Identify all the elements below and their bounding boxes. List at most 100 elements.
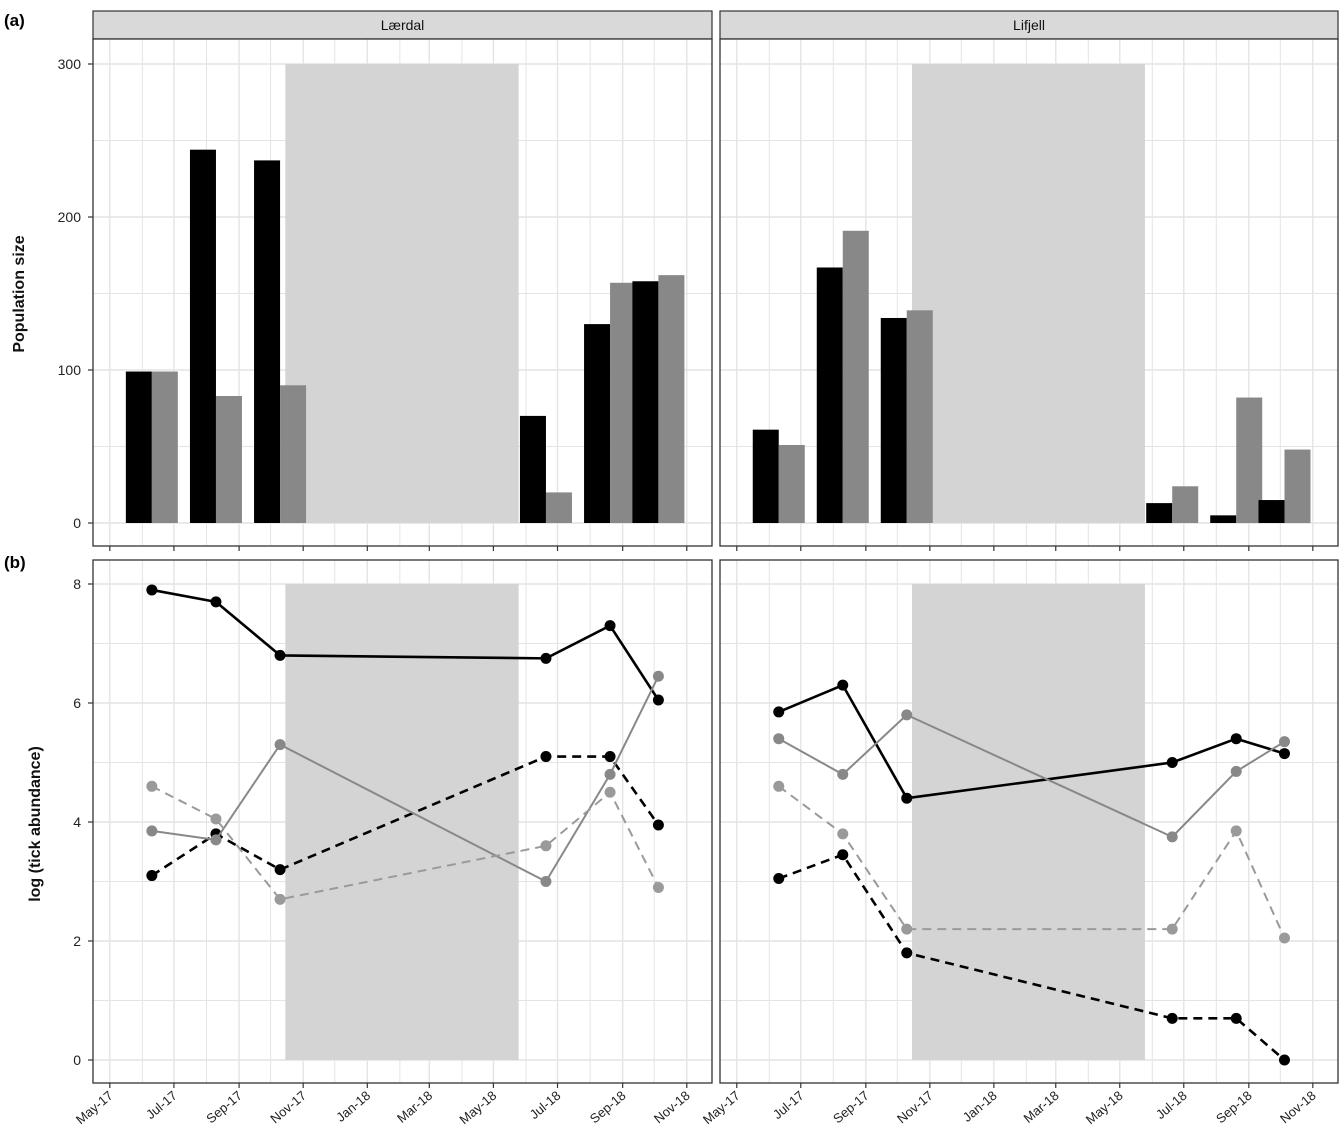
bar-1-3 [545, 492, 572, 523]
series-point-0-0 [773, 706, 785, 718]
x-tick-label: Nov-17 [894, 1088, 936, 1126]
shaded-period [912, 584, 1145, 1060]
y-axis-title-b: log (tick abundance) [27, 746, 44, 902]
series-point-0-4 [1230, 733, 1242, 745]
bar-0-1 [816, 267, 843, 523]
series-line-2 [151, 675, 660, 883]
series-point-1-1 [837, 849, 849, 861]
series-point-3-5 [1278, 932, 1290, 944]
bar-1-4 [1236, 397, 1263, 523]
x-tick-label: Jul-17 [770, 1088, 807, 1122]
x-tick-label: May-18 [1083, 1088, 1126, 1127]
series-line-3 [778, 785, 1286, 939]
series-point-2-3 [1166, 831, 1178, 843]
x-tick-label: Jan-18 [333, 1088, 373, 1125]
facet-title-1: Lifjell [1013, 17, 1045, 33]
series-point-1-0 [773, 873, 785, 885]
series-point-3-0 [146, 780, 158, 792]
series-line-1 [778, 853, 1286, 1061]
facet-strip-1 [719, 10, 1339, 40]
panel-1-facet-0: May-17 Jul-17 Sep-17 Nov-17 Jan-18 Mar-18 May-… [73, 559, 713, 1127]
series-point-0-0 [146, 584, 158, 596]
series-point-0-5 [1278, 748, 1290, 760]
panel-0-facet-1 [719, 38, 1339, 551]
x-tick-label: Mar-18 [1020, 1088, 1061, 1126]
series-point-3-3 [540, 840, 552, 852]
bar-0-2 [254, 160, 281, 523]
x-tick-label: Nov-18 [651, 1088, 693, 1126]
shaded-period [912, 64, 1145, 523]
x-tick-label: Jan-18 [960, 1088, 1000, 1125]
y-tick-label: 8 [73, 576, 81, 592]
plot-area: Lærdal Lifjell 0 100 200 300 May-17 Jul-17 Sep-1… [58, 10, 1339, 1127]
bar-1-0 [778, 444, 805, 523]
series-point-3-1 [837, 828, 849, 840]
x-tick-label: May-18 [456, 1088, 499, 1127]
series-line-3 [151, 785, 660, 901]
x-tick-label: Nov-17 [267, 1088, 309, 1126]
y-tick-label: 100 [58, 362, 82, 378]
series-point-3-5 [652, 881, 664, 893]
x-tick-label: Sep-18 [587, 1088, 629, 1126]
series-point-3-1 [210, 813, 222, 825]
series-point-3-0 [773, 780, 785, 792]
series-point-0-2 [901, 792, 913, 804]
panel-b-label: (b) [4, 553, 26, 572]
series-point-1-3 [540, 751, 552, 763]
series-point-1-4 [604, 751, 616, 763]
series-point-3-3 [1166, 923, 1178, 935]
x-tick-label: Sep-17 [203, 1088, 245, 1126]
bar-1-2 [280, 385, 307, 523]
series-point-1-2 [901, 947, 913, 959]
series-point-2-5 [652, 670, 664, 682]
series-point-2-1 [210, 834, 222, 846]
bar-0-5 [1258, 500, 1285, 523]
y-tick-label: 0 [73, 1052, 81, 1068]
bar-0-1 [189, 149, 216, 523]
bar-0-0 [752, 429, 779, 523]
bar-0-3 [519, 415, 546, 523]
bar-1-1 [215, 396, 242, 523]
bar-0-5 [632, 281, 659, 523]
bar-0-4 [584, 324, 611, 523]
facet-title-0: Lærdal [381, 17, 425, 33]
panel-a-label: (a) [4, 11, 25, 30]
series-line-0 [151, 588, 660, 701]
y-axis-title-a: Population size [11, 235, 28, 352]
bar-0-3 [1146, 503, 1173, 523]
shaded-period [285, 64, 519, 523]
bar-1-4 [610, 282, 637, 523]
x-tick-label: Sep-18 [1213, 1088, 1255, 1126]
series-point-2-0 [773, 733, 785, 745]
series-point-2-0 [146, 825, 158, 837]
x-tick-label: Nov-18 [1277, 1088, 1319, 1126]
bar-1-5 [1284, 449, 1311, 523]
x-tick-label: Sep-17 [830, 1088, 872, 1126]
series-point-0-3 [540, 652, 552, 664]
panel-0-facet-0: 0 100 200 300 [58, 38, 713, 551]
y-tick-label: 300 [58, 56, 82, 72]
x-tick-label: Mar-18 [394, 1088, 435, 1126]
series-point-1-5 [652, 819, 664, 831]
series-point-2-3 [540, 876, 552, 887]
series-point-1-4 [1230, 1012, 1242, 1024]
x-tick-label: Jul-18 [1153, 1088, 1190, 1122]
panel-border [719, 559, 1339, 1084]
series-point-2-2 [901, 709, 913, 721]
bar-0-0 [125, 371, 152, 523]
series-point-0-2 [274, 649, 286, 661]
series-point-1-0 [146, 870, 158, 882]
panel-1-facet-1: May-17 Jul-17 Sep-17 Nov-17 Jan-18 Mar-18 May-… [700, 559, 1339, 1127]
series-line-1 [151, 755, 660, 877]
series-point-1-3 [1166, 1012, 1178, 1024]
shaded-period [285, 584, 519, 1060]
series-point-2-4 [1230, 765, 1242, 777]
x-tick-label: Jul-17 [143, 1088, 180, 1122]
bar-1-5 [658, 275, 685, 523]
series-point-2-5 [1278, 736, 1290, 748]
series-point-3-2 [901, 923, 913, 935]
y-tick-label: 200 [58, 209, 82, 225]
y-tick-label: 4 [73, 814, 81, 830]
bar-0-4 [1210, 515, 1237, 523]
